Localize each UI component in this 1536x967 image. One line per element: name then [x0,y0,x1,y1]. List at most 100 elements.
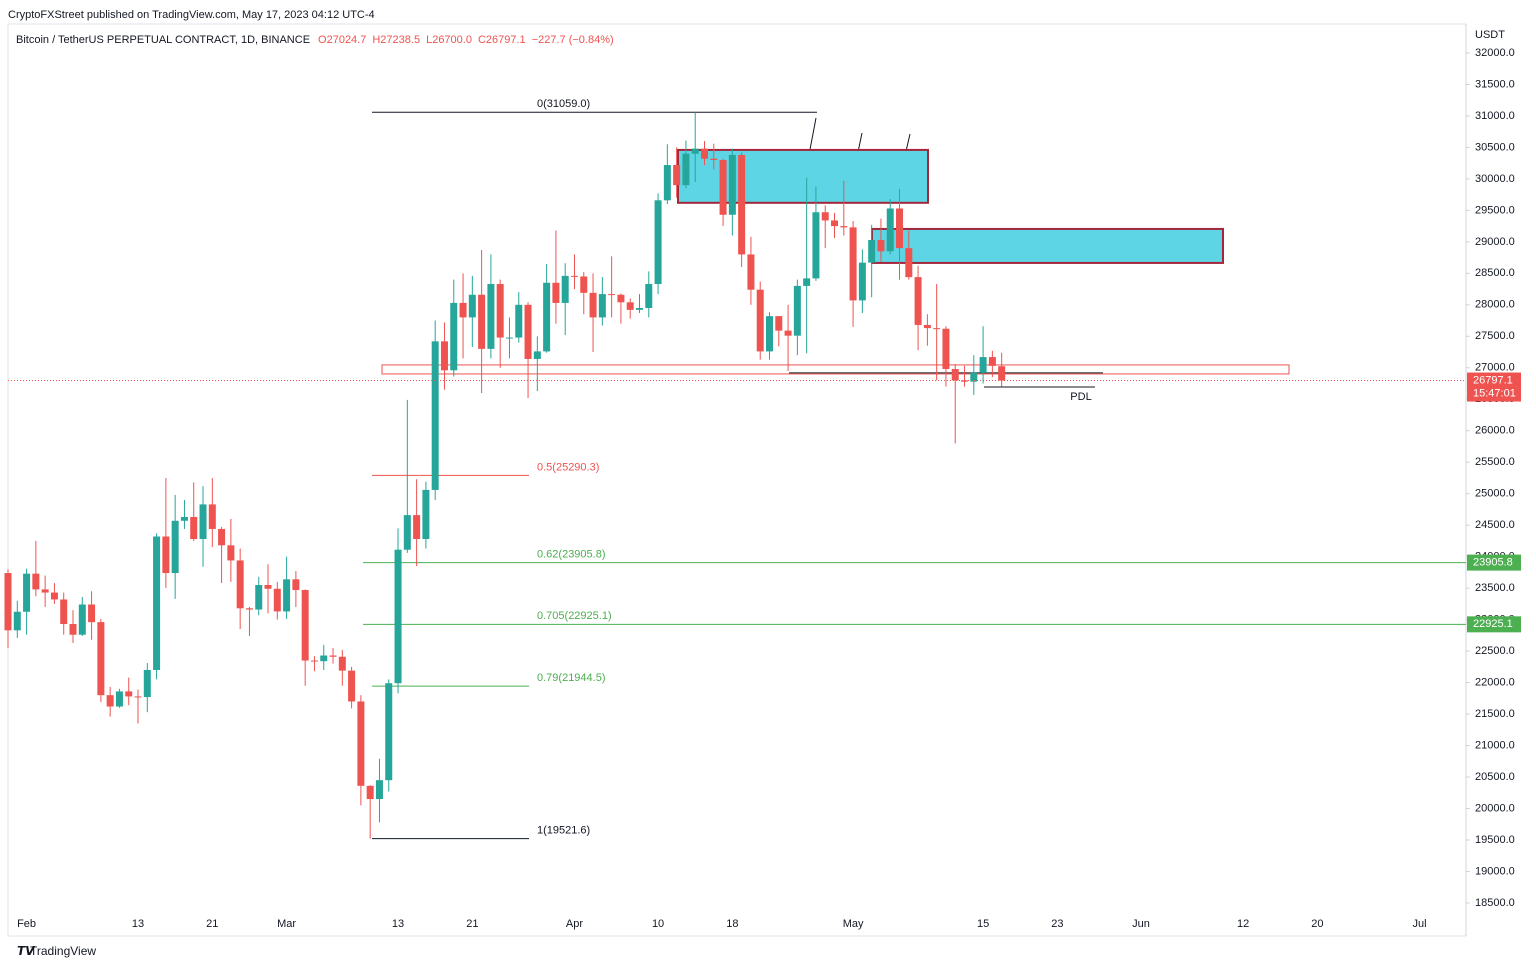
candle-body [310,660,318,662]
candle-body [78,604,86,635]
candle-body [552,282,560,303]
y-tick-label: 26000.0 [1475,425,1515,437]
x-tick-label: 15 [977,918,989,930]
last-price-label: 26797.1 [1473,374,1513,386]
candle-body [617,294,625,303]
candle-body [41,589,49,593]
candle-body [933,328,941,330]
candle-body [570,275,578,277]
candle-body [134,696,142,698]
candle-body [273,588,281,612]
candle-body [691,148,699,154]
y-tick-label: 20500.0 [1475,771,1515,783]
y-tick-label: 23500.0 [1475,582,1515,594]
y-tick-label: 22500.0 [1475,645,1515,657]
x-tick-label: 13 [392,918,404,930]
x-tick-label: 23 [1051,918,1063,930]
range-box [381,364,1290,375]
y-tick-label: 27000.0 [1475,362,1515,374]
y-tick-label: 22000.0 [1475,676,1515,688]
candle-body [766,316,774,352]
fib-price-label: 23905.8 [1473,556,1513,568]
candle-body [255,584,263,610]
candle-body [821,212,829,221]
y-tick-label: 24500.0 [1475,519,1515,531]
ohlc-value: H27238.5 [372,34,420,46]
candle-body [320,655,328,662]
last-price-tag [1467,372,1521,402]
candle-body [348,670,356,702]
candle-body [700,148,708,159]
currency-label: USDT [1475,29,1505,41]
pdl-label: PDL [1070,391,1091,403]
candle-body [515,304,523,338]
header: Bitcoin / TetherUS PERPETUAL CONTRACT, 1… [16,34,310,46]
candle-body [654,200,662,285]
candle-body [505,337,513,339]
brand: TradingView [30,944,96,958]
ohlc-value: L26700.0 [426,34,472,46]
candle-body [329,655,337,657]
candle-body [979,357,987,373]
fib-price-label: 22925.1 [1473,618,1513,630]
candle-body [450,302,458,371]
y-tick-label: 18500.0 [1475,897,1515,909]
candle-body [50,592,58,600]
candle-body [877,239,885,252]
candle-body [598,294,606,318]
fib-label: 0.79(21944.5) [537,672,606,684]
candle-body [180,516,188,521]
candle-body [626,302,634,310]
candle-body [468,294,476,318]
candle-body [245,608,253,610]
candle-body [635,307,643,310]
y-tick-label: 29000.0 [1475,236,1515,248]
supply-zone [677,148,929,204]
candle-body [106,695,114,707]
fib-label: 0(31059.0) [537,98,590,110]
candle-body [4,573,12,631]
candle-body [803,278,811,286]
y-tick-label: 30000.0 [1475,173,1515,185]
candle-body [738,154,746,255]
candle-body [69,624,77,635]
candle-body [394,549,402,684]
candle-body [115,691,123,707]
candle-body [264,584,272,589]
x-tick-label: May [843,918,864,930]
y-tick-label: 20000.0 [1475,802,1515,814]
candle-body [998,366,1006,381]
ohlc-value: −227.7 (−0.84%) [532,34,614,46]
candle-body [97,622,105,696]
candle-body [413,515,421,540]
candle-body [227,545,235,561]
brand-logo: 𝙏𝙑 [17,944,36,958]
candle-body [357,701,365,786]
x-tick-label: 21 [466,918,478,930]
candle-body [793,285,801,336]
y-tick-label: 32000.0 [1475,47,1515,59]
fib-price-tag [1467,616,1521,633]
candle-body [886,208,894,252]
candle-body [283,579,291,612]
y-tick-label: 28000.0 [1475,299,1515,311]
ohlc-value: O27024.7 [318,34,366,46]
candle-body [589,292,597,318]
candle-body [784,330,792,336]
candle-body [13,611,21,631]
candle-body [403,515,411,550]
candle-body [487,284,495,349]
published-line: CryptoFXStreet published on TradingView.… [8,9,375,21]
y-tick-label: 29500.0 [1475,204,1515,216]
x-tick-label: 20 [1311,918,1323,930]
candle-body [580,276,588,293]
candle-body [162,536,170,574]
candle-body [645,284,653,308]
candle-body [663,165,671,201]
candle-body [478,294,486,349]
candle-body [961,380,969,382]
fib-label: 0.5(25290.3) [537,461,599,473]
candle-body [543,282,551,352]
candle-body [190,516,198,540]
